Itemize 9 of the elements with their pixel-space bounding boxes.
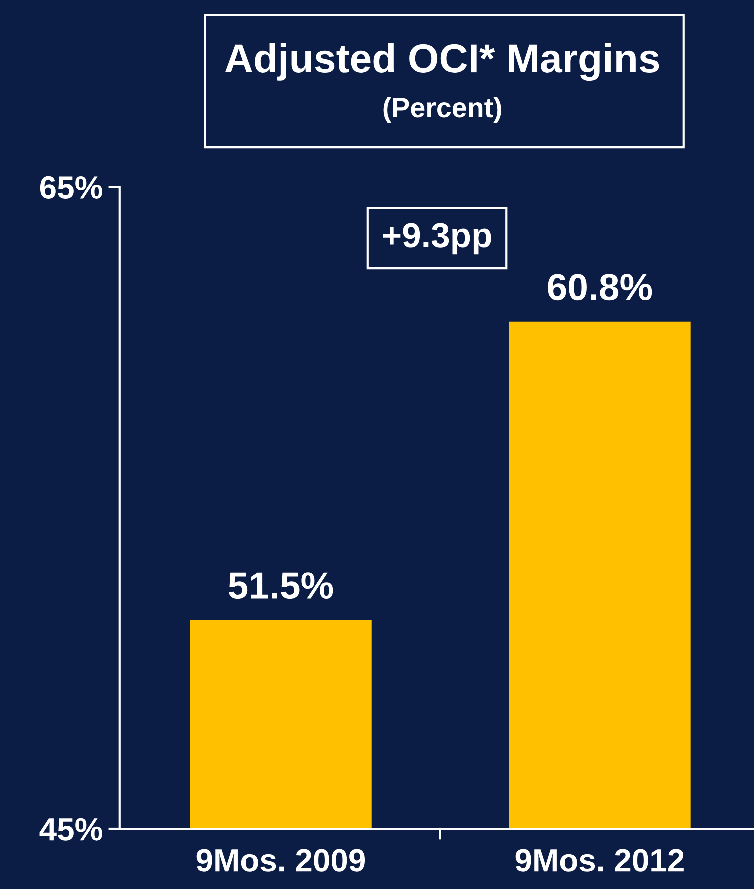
annotation: +9.3pp [383,223,492,255]
chart-title: Adjusted OCI* Margins [225,43,660,82]
x-tick-label: 9Mos. 2009 [196,849,366,872]
x-tick-label: 9Mos. 2012 [516,849,684,872]
y-tick-label: 65% [40,176,102,200]
y-tick-label: 45% [40,818,102,841]
data-label: 51.5% [228,572,334,600]
chart-subtitle: (Percent) [384,97,502,124]
data-label: 60.8% [548,274,652,301]
